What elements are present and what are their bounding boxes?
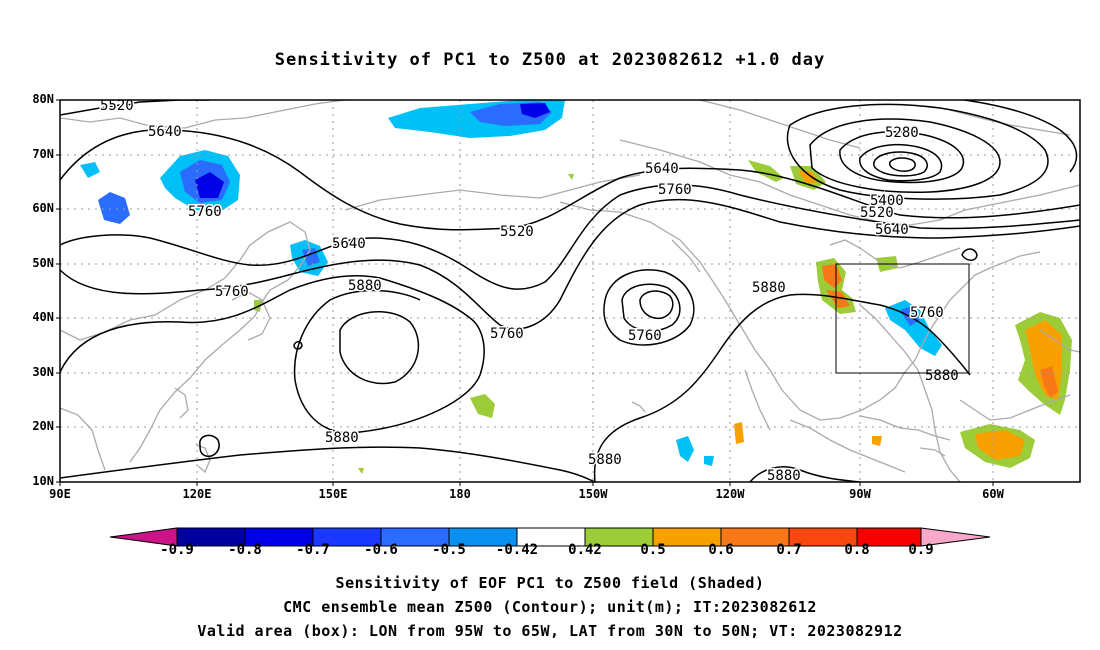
lon-label: 180 [449,487,471,501]
lon-label: 150E [318,487,348,501]
contour-label: 5640 [148,124,182,140]
colorbar-tick: 0.8 [844,542,870,558]
colorbar-tick: -0.7 [296,542,330,558]
lon-label: 150W [578,487,608,501]
lat-label: 20N [32,419,54,433]
contour-label: 5520 [860,205,894,221]
contour-label: 5400 [870,193,904,209]
lon-label: 120E [182,487,212,501]
colorbar-tick: -0.5 [432,542,466,558]
z500-contours [60,100,1080,482]
lat-label: 80N [32,92,54,106]
colorbar-tick: 0.7 [776,542,802,558]
contour-label: 5880 [348,278,382,294]
lon-label: 90E [49,487,71,501]
contour-label: 5760 [628,328,662,344]
contour-label: 5520 [500,224,534,240]
contour-label: 5640 [875,222,909,238]
lat-label: 30N [32,365,54,379]
colorbar-tick: -0.8 [228,542,262,558]
axis-ticks [56,99,994,486]
colorbar-tick: 0.42 [568,542,602,558]
contour-labels: 5520 5640 5760 5640 5760 5880 5880 5520 … [99,98,961,484]
caption-line-3: Valid area (box): LON from 95W to 65W, L… [197,622,903,640]
contour-label: 5760 [658,182,692,198]
colorbar-high-triangle [920,527,991,547]
contour-label: 5760 [215,284,249,300]
contour-label: 5520 [100,98,134,114]
caption-line-2: CMC ensemble mean Z500 (Contour); unit(m… [283,598,817,616]
colorbar [109,527,991,547]
colorbar-tick: -0.42 [495,542,539,558]
lat-label: 70N [32,147,54,161]
contour-label: 5760 [188,204,222,220]
contour-label: 5760 [490,326,524,342]
colorbar-tick: 0.6 [708,542,734,558]
valid-area-box [835,263,970,374]
contour-label: 5880 [325,430,359,446]
colorbar-tick: -0.6 [364,542,398,558]
contour-label: 5640 [645,161,679,177]
lon-label: 60W [982,487,1004,501]
positive-sensitivity-shading [254,160,1072,474]
contour-label: 5280 [885,125,919,141]
lat-label: 60N [32,201,54,215]
lon-label: 90W [849,487,871,501]
contour-label: 5880 [767,468,801,484]
map-title: Sensitivity of PC1 to Z500 at 2023082612… [274,50,826,70]
lon-label: 120W [715,487,745,501]
lat-label: 40N [32,310,54,324]
caption-line-1: Sensitivity of EOF PC1 to Z500 field (Sh… [335,574,765,592]
contour-label: 5640 [332,236,366,252]
lat-label: 50N [32,256,54,270]
colorbar-tick: 0.5 [640,542,666,558]
colorbar-tick: -0.9 [160,542,194,558]
contour-label: 5880 [752,280,786,296]
lat-label: 10N [32,474,54,488]
contour-label: 5760 [910,305,944,321]
contour-label: 5880 [588,452,622,468]
colorbar-tick: 0.9 [908,542,934,558]
contour-label: 5880 [925,368,959,384]
negative-sensitivity-shading [80,100,942,466]
map-frame [59,99,1081,483]
